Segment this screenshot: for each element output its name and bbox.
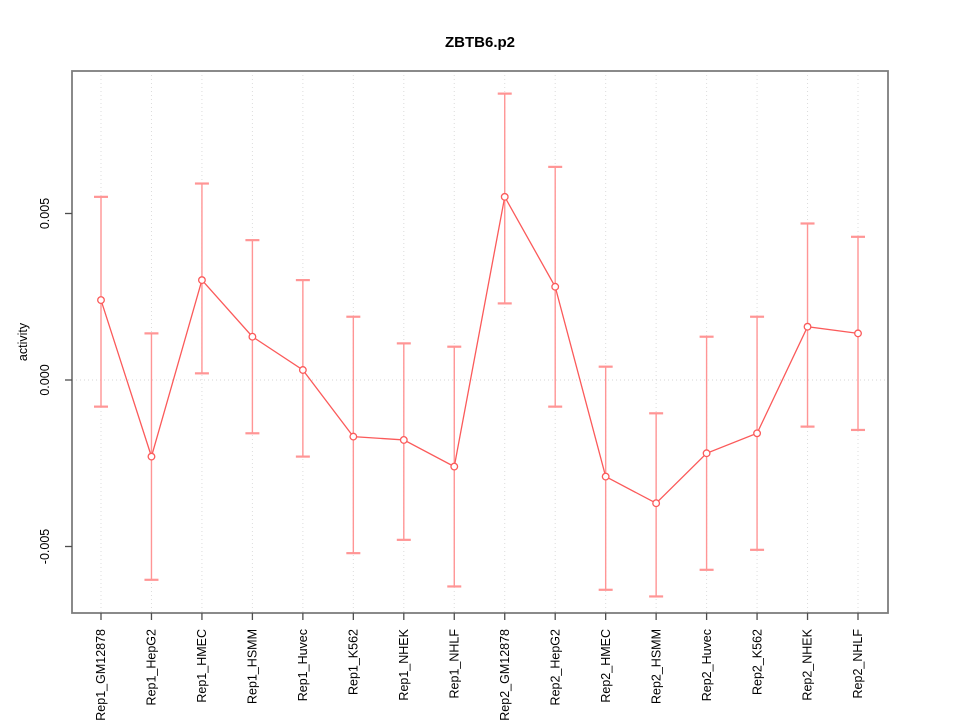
x-tick-label: Rep2_GM12878 [498,629,512,720]
x-tick-label: Rep2_HMEC [599,629,613,703]
data-layer [94,92,866,598]
plot-frame [71,70,889,614]
x-tick-label: Rep1_HepG2 [145,629,159,705]
data-point [349,432,358,441]
data-point [97,296,105,305]
x-tick-label: Rep1_Huvec [296,629,310,701]
data-line [100,194,859,505]
x-tick-label: Rep2_NHEK [801,628,815,700]
x-tick-label: Rep2_Huvec [700,629,714,701]
y-tick-label: -0.005 [38,529,52,564]
axis-layer: Rep1_GM12878 Rep1_HepG2 Rep1_HMEC Rep1_HSMM… [38,70,889,720]
x-tick-label: Rep2_HSMM [649,629,663,704]
data-point [248,332,257,341]
x-tick-label: Rep2_K562 [750,629,764,695]
x-tick-label: Rep1_GM12878 [94,629,108,720]
x-tick-label: Rep2_NHLF [851,629,865,699]
data-point [197,276,206,285]
x-tick-label: Rep1_HMEC [195,629,209,703]
y-tick-label: 0.005 [38,198,52,229]
data-point [551,282,560,291]
data-point [500,192,509,201]
data-point [854,329,862,338]
data-point [399,435,408,444]
chart-title: ZBTB6.p2 [445,34,515,51]
grid-layer [72,71,888,613]
x-tick-label: Rep1_HSMM [246,629,260,704]
data-point [450,462,459,471]
data-point [147,452,156,461]
data-point [753,429,762,438]
data-point [298,366,307,374]
data-point [601,472,610,481]
data-point [702,449,711,458]
x-tick-label: Rep1_K562 [347,629,361,695]
y-axis-label: activity [16,322,30,361]
x-tick-label: Rep2_HepG2 [548,629,562,705]
x-tick-label: Rep1_NHEK [397,628,411,700]
data-point [803,322,812,331]
data-point [652,499,661,508]
x-tick-label: Rep1_NHLF [447,629,461,699]
y-tick-label: 0.000 [38,364,52,395]
